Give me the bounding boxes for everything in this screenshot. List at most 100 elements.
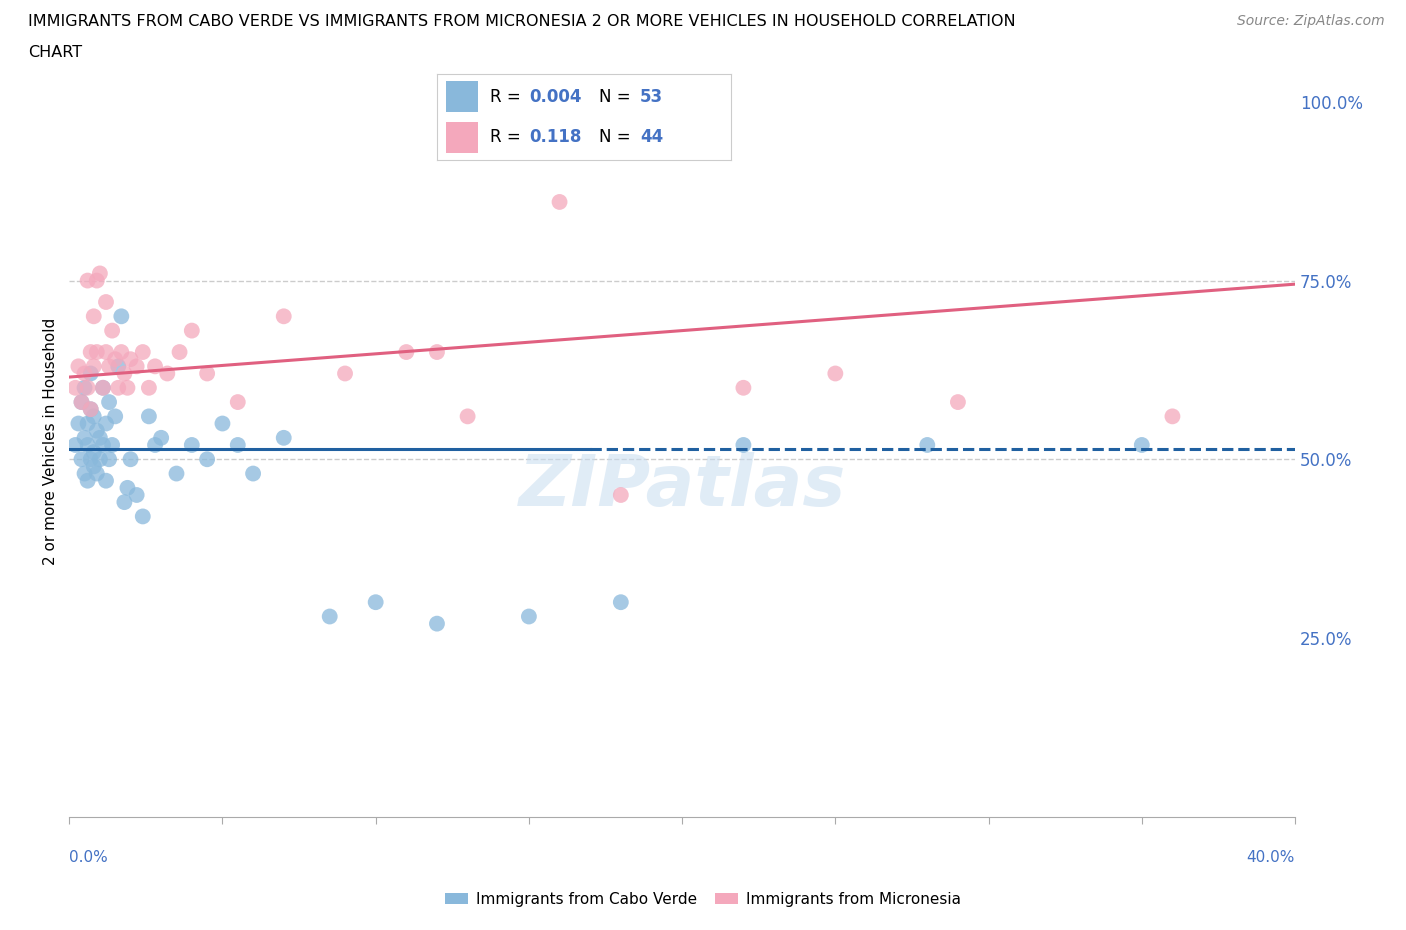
Point bbox=[319, 609, 342, 624]
Point bbox=[180, 323, 202, 338]
Point bbox=[117, 481, 139, 496]
Point bbox=[86, 423, 108, 438]
Point bbox=[76, 473, 98, 488]
Point bbox=[917, 437, 939, 452]
Point bbox=[83, 309, 105, 324]
Point bbox=[120, 452, 142, 467]
Point bbox=[98, 394, 121, 409]
Point bbox=[610, 487, 633, 502]
Point bbox=[143, 359, 166, 374]
Point bbox=[1130, 437, 1153, 452]
Point bbox=[107, 359, 129, 374]
Text: Source: ZipAtlas.com: Source: ZipAtlas.com bbox=[1237, 14, 1385, 28]
Point bbox=[548, 194, 571, 209]
Point bbox=[107, 380, 129, 395]
Point bbox=[211, 416, 233, 431]
Point bbox=[91, 437, 114, 452]
Point bbox=[98, 359, 121, 374]
Point bbox=[242, 466, 264, 481]
Point bbox=[110, 309, 132, 324]
Point bbox=[104, 352, 127, 366]
Point bbox=[733, 437, 755, 452]
Point bbox=[195, 452, 218, 467]
Point bbox=[83, 359, 105, 374]
Point bbox=[110, 345, 132, 360]
Point bbox=[166, 466, 188, 481]
Text: IMMIGRANTS FROM CABO VERDE VS IMMIGRANTS FROM MICRONESIA 2 OR MORE VEHICLES IN H: IMMIGRANTS FROM CABO VERDE VS IMMIGRANTS… bbox=[28, 14, 1015, 29]
Point bbox=[79, 366, 101, 381]
Point bbox=[86, 273, 108, 288]
Text: ZIPatlas: ZIPatlas bbox=[519, 452, 846, 521]
Point bbox=[91, 380, 114, 395]
Point bbox=[395, 345, 418, 360]
Point bbox=[65, 380, 87, 395]
Point bbox=[426, 345, 449, 360]
Point bbox=[67, 359, 90, 374]
Point bbox=[73, 431, 96, 445]
Point bbox=[65, 437, 87, 452]
Point bbox=[104, 409, 127, 424]
Point bbox=[112, 366, 135, 381]
Point bbox=[94, 416, 117, 431]
Point bbox=[89, 266, 111, 281]
Point bbox=[76, 380, 98, 395]
Point bbox=[70, 394, 93, 409]
Text: CHART: CHART bbox=[28, 45, 82, 60]
Point bbox=[364, 595, 387, 610]
Point bbox=[70, 394, 93, 409]
Point bbox=[426, 617, 449, 631]
Point bbox=[79, 402, 101, 417]
Point bbox=[112, 495, 135, 510]
Point bbox=[76, 273, 98, 288]
Point bbox=[180, 437, 202, 452]
Point bbox=[79, 402, 101, 417]
Point bbox=[517, 609, 540, 624]
Point bbox=[73, 466, 96, 481]
Point bbox=[273, 309, 295, 324]
Point bbox=[226, 394, 249, 409]
Point bbox=[98, 452, 121, 467]
Point bbox=[138, 380, 160, 395]
Point bbox=[76, 416, 98, 431]
Text: 0.0%: 0.0% bbox=[69, 850, 108, 866]
Point bbox=[70, 452, 93, 467]
Point bbox=[733, 380, 755, 395]
Point bbox=[195, 366, 218, 381]
Point bbox=[101, 323, 124, 338]
Point bbox=[946, 394, 969, 409]
Point bbox=[91, 380, 114, 395]
Point bbox=[1161, 409, 1184, 424]
Point bbox=[125, 359, 148, 374]
Point bbox=[86, 466, 108, 481]
Point bbox=[94, 295, 117, 310]
Point bbox=[150, 431, 173, 445]
Point bbox=[79, 452, 101, 467]
Point bbox=[226, 437, 249, 452]
Point bbox=[143, 437, 166, 452]
Point bbox=[83, 445, 105, 459]
Point bbox=[101, 437, 124, 452]
Point bbox=[89, 431, 111, 445]
Point bbox=[169, 345, 191, 360]
Text: 40.0%: 40.0% bbox=[1247, 850, 1295, 866]
Point bbox=[273, 431, 295, 445]
Point bbox=[94, 345, 117, 360]
Point bbox=[333, 366, 356, 381]
Point bbox=[132, 345, 155, 360]
Point bbox=[610, 595, 633, 610]
Point bbox=[457, 409, 479, 424]
Point bbox=[138, 409, 160, 424]
Point bbox=[156, 366, 179, 381]
Point bbox=[73, 366, 96, 381]
Point bbox=[76, 437, 98, 452]
Point bbox=[94, 473, 117, 488]
Point bbox=[89, 452, 111, 467]
Point bbox=[86, 345, 108, 360]
Point bbox=[73, 380, 96, 395]
Point bbox=[79, 345, 101, 360]
Point bbox=[824, 366, 846, 381]
Y-axis label: 2 or more Vehicles in Household: 2 or more Vehicles in Household bbox=[44, 318, 58, 565]
Point bbox=[83, 409, 105, 424]
Point bbox=[120, 352, 142, 366]
Point bbox=[125, 487, 148, 502]
